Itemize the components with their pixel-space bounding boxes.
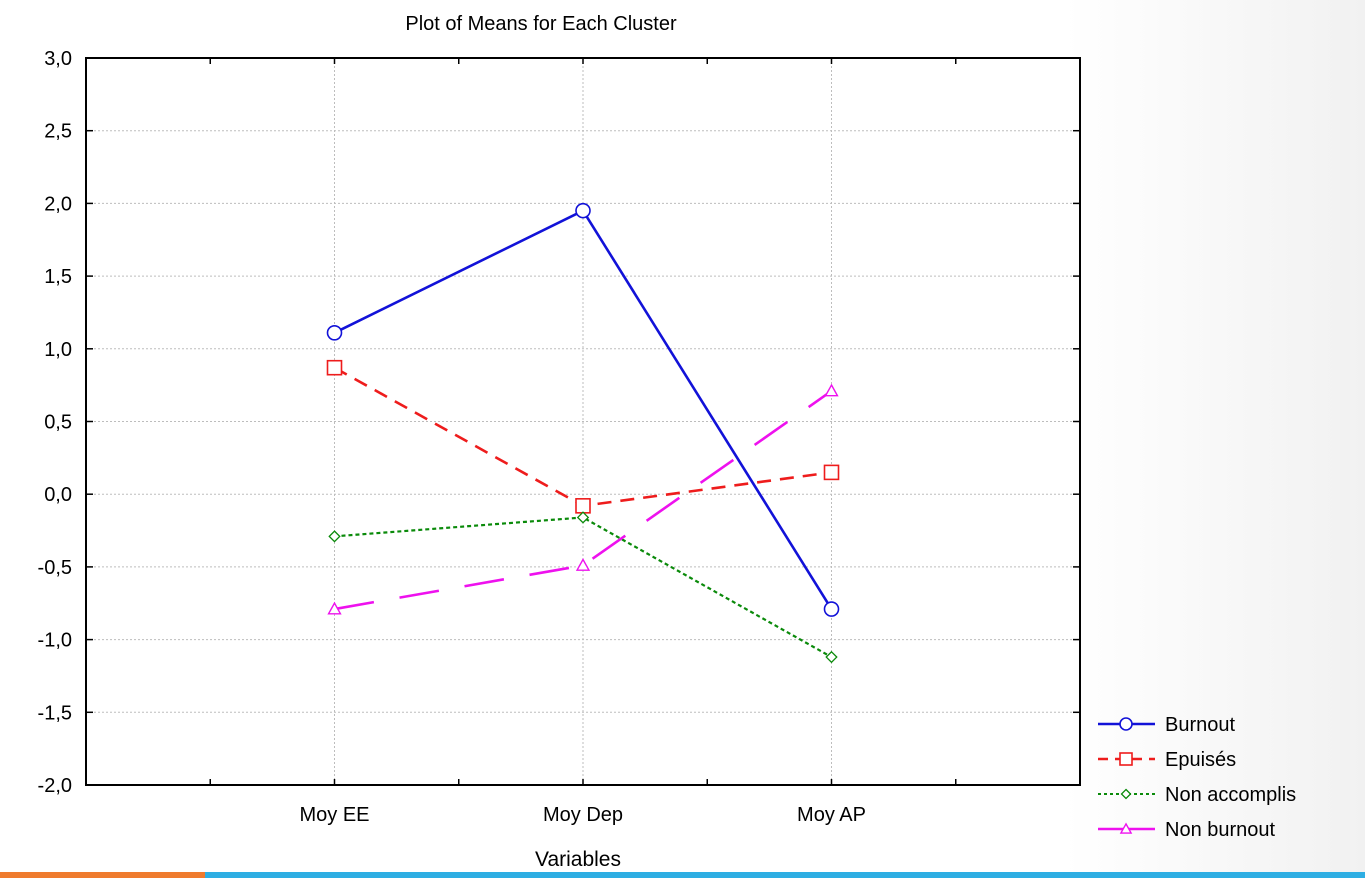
series-burnout <box>326 202 840 617</box>
y-axis-tick-labels: -2,0 -1,5 -1,0 -0,5 0,0 0,5 1,0 1,5 2,0 2,5 3,0 <box>38 48 72 797</box>
y-tick-label: 1,5 <box>44 266 72 288</box>
legend-label: Non accomplis <box>1165 784 1296 806</box>
x-axis-label: Variables <box>535 848 621 871</box>
diamond-marker <box>1120 788 1132 800</box>
series-epuis-s <box>326 359 840 514</box>
legend-item: Non burnout <box>1098 819 1276 841</box>
y-tick-label: -2,0 <box>38 775 72 797</box>
y-tick-label: 0,5 <box>44 412 72 434</box>
y-tick-label: 0,0 <box>44 484 72 506</box>
x-tick-label: Moy Dep <box>543 804 623 826</box>
series-non-burnout <box>327 383 839 615</box>
diamond-marker <box>576 511 590 524</box>
diamond-marker <box>825 650 838 664</box>
legend-label: Epuisés <box>1165 749 1236 771</box>
bottom-accent-bar-orange <box>0 872 205 878</box>
legend-item: Epuisés <box>1098 749 1236 771</box>
legend-label: Burnout <box>1165 714 1235 736</box>
square-marker <box>575 498 591 514</box>
y-tick-label: -1,0 <box>38 630 72 652</box>
square-marker <box>326 359 343 376</box>
y-tick-label: 2,0 <box>44 193 72 215</box>
gridlines <box>86 58 1080 785</box>
circle-marker <box>326 325 343 341</box>
legend-item: Non accomplis <box>1098 784 1296 806</box>
y-tick-label: 3,0 <box>44 48 72 70</box>
bottom-accent-bar-blue <box>205 872 1365 878</box>
series-line <box>333 366 832 508</box>
square-marker <box>1119 752 1133 766</box>
circle-marker <box>575 202 591 219</box>
triangle-marker <box>575 558 591 571</box>
chart-title: Plot of Means for Each Cluster <box>405 13 677 35</box>
triangle-marker <box>327 601 342 615</box>
y-tick-label: -0,5 <box>38 557 72 579</box>
legend-item: Burnout <box>1098 714 1235 736</box>
x-axis-tick-labels: Moy EE Moy Dep Moy AP <box>299 804 865 826</box>
legend-label: Non burnout <box>1165 819 1276 841</box>
axis-ticks <box>85 57 1081 786</box>
x-tick-label: Moy EE <box>299 804 369 826</box>
x-tick-label: Moy AP <box>797 804 866 826</box>
circle-marker <box>823 601 840 617</box>
triangle-marker <box>1119 822 1133 834</box>
y-tick-label: 2,5 <box>44 121 72 143</box>
series-non-accomplis <box>328 511 838 664</box>
triangle-marker <box>824 383 839 397</box>
circle-marker <box>1119 717 1133 731</box>
diamond-marker <box>328 530 341 543</box>
y-tick-label: 1,0 <box>44 339 72 361</box>
series-lines <box>326 202 840 664</box>
y-tick-label: -1,5 <box>38 702 72 724</box>
legend: Burnout Epuisés Non accomplis Non burnout <box>1098 714 1296 841</box>
series-line <box>334 389 833 611</box>
square-marker <box>823 464 840 481</box>
